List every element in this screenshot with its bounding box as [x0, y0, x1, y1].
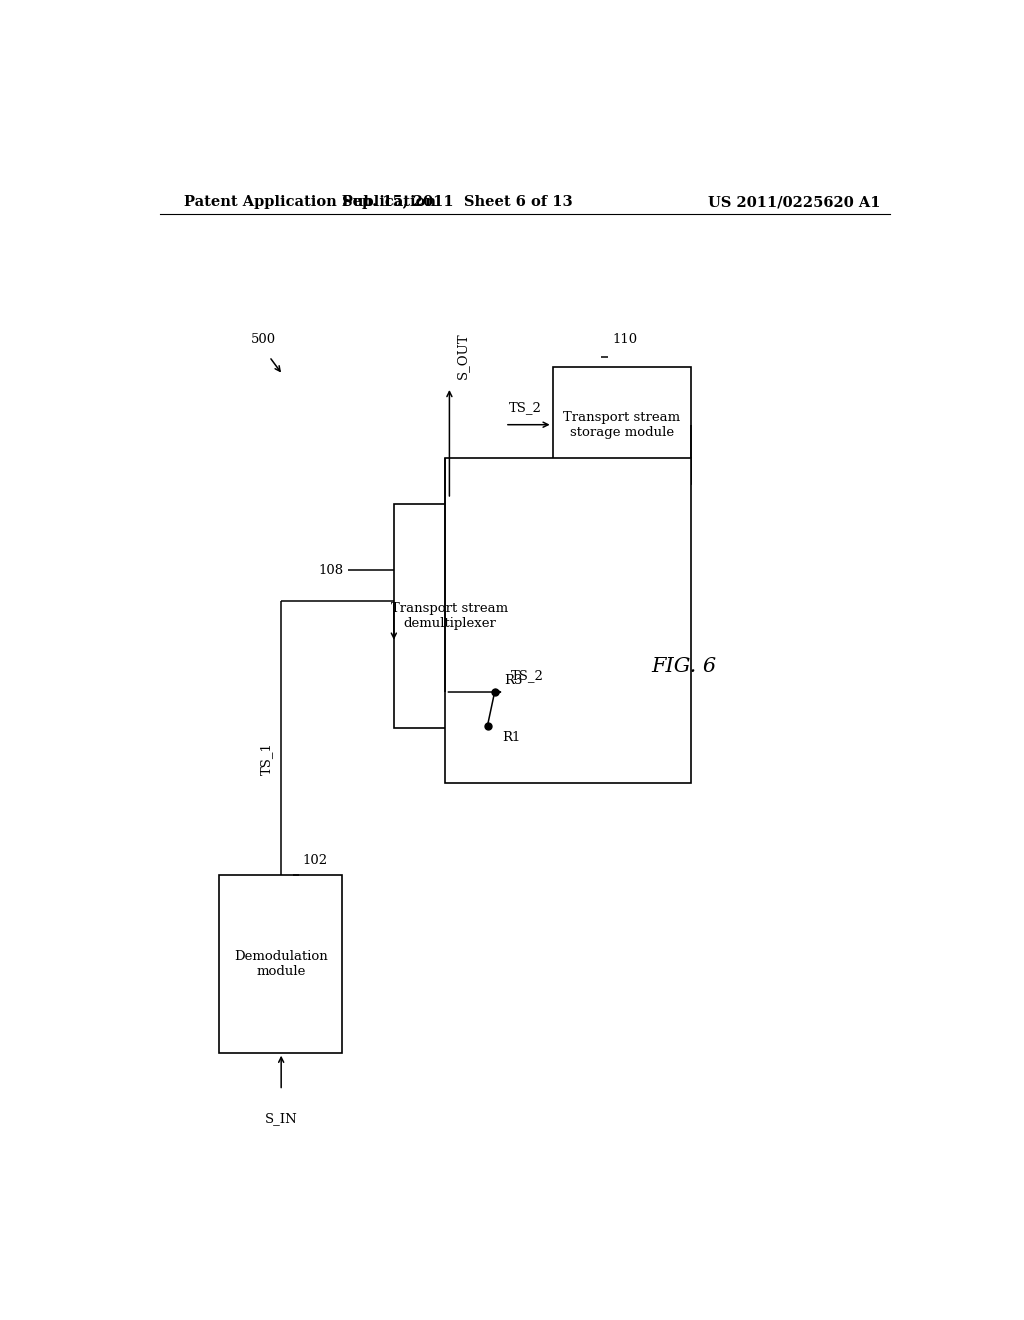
Text: S_OUT: S_OUT [456, 333, 469, 379]
Text: 500: 500 [251, 334, 276, 346]
Text: TS_1: TS_1 [260, 742, 272, 775]
Text: Demodulation
module: Demodulation module [233, 950, 328, 978]
Text: FIG. 6: FIG. 6 [651, 657, 716, 676]
Text: R3: R3 [504, 675, 522, 686]
Bar [553, 367, 691, 483]
Text: 102: 102 [303, 854, 328, 867]
Text: Patent Application Publication: Patent Application Publication [183, 195, 435, 209]
Text: 108: 108 [318, 564, 344, 577]
Text: R1: R1 [502, 731, 520, 743]
Text: TS_2: TS_2 [509, 401, 542, 414]
Bar [219, 875, 342, 1053]
Text: US 2011/0225620 A1: US 2011/0225620 A1 [709, 195, 881, 209]
Text: 110: 110 [612, 334, 637, 346]
Bar [394, 504, 505, 727]
Text: S_IN: S_IN [265, 1111, 298, 1125]
Bar [445, 458, 691, 784]
Text: Transport stream
storage module: Transport stream storage module [563, 412, 681, 440]
Text: Sep. 15, 2011  Sheet 6 of 13: Sep. 15, 2011 Sheet 6 of 13 [342, 195, 572, 209]
Text: TS_2: TS_2 [511, 669, 544, 682]
Text: Transport stream
demultiplexer: Transport stream demultiplexer [391, 602, 508, 630]
